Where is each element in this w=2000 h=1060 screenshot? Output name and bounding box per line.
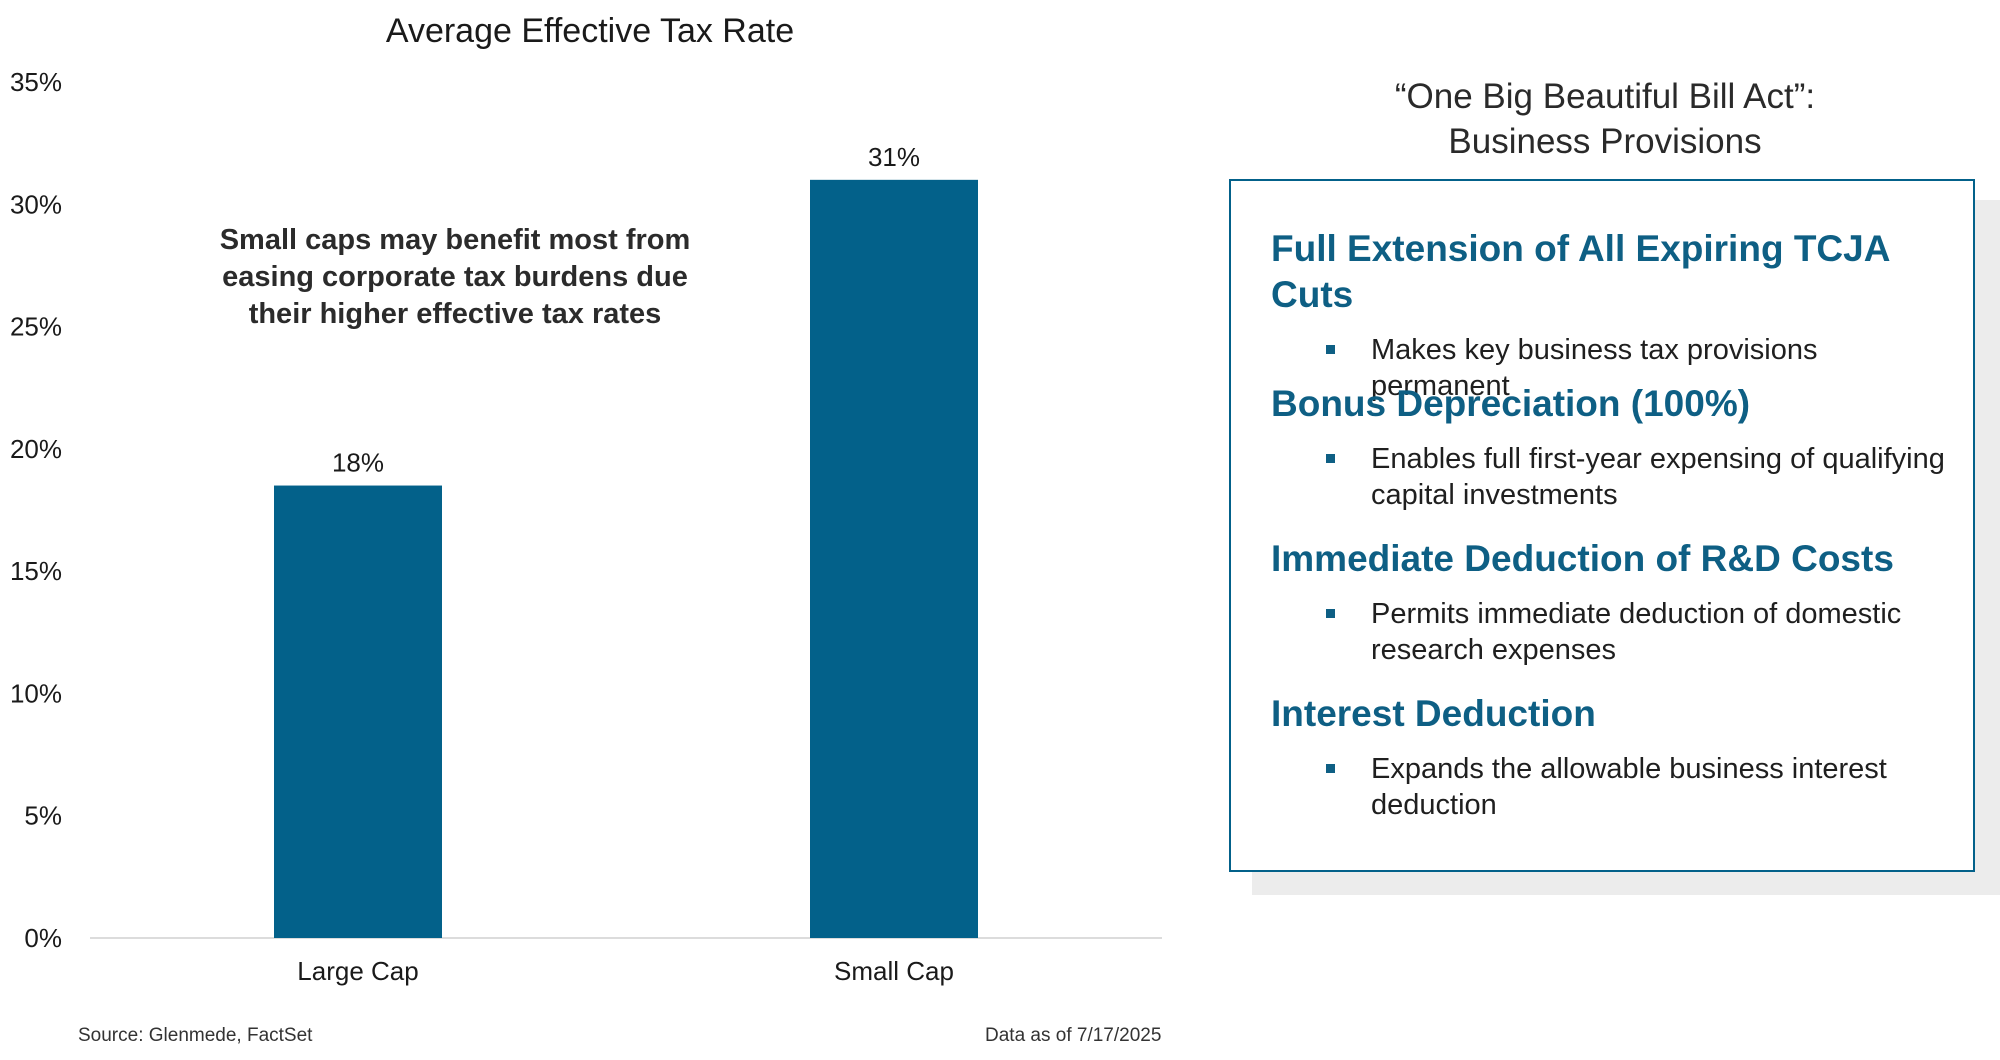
provision-bullet-text: Permits immediate deduction of domestic …	[1371, 598, 1902, 666]
bar-small-cap	[810, 179, 978, 939]
x-tick-label: Large Cap	[297, 956, 418, 986]
panel-title-line: “One Big Beautiful Bill Act”:	[1394, 77, 1816, 116]
data-date-note: Data as of 7/17/2025	[985, 1025, 1162, 1046]
annotation-line: their higher effective tax rates	[248, 298, 662, 330]
x-tick-label: Small Cap	[834, 956, 954, 986]
y-tick-label: 35%	[10, 67, 62, 97]
x-axis: Large Cap Small Cap	[297, 956, 954, 986]
provision-bullet: Enables full first-year expensing of qua…	[1271, 441, 1971, 513]
y-tick-label: 30%	[10, 189, 62, 219]
provision-bullet-text: Expands the allowable business interest …	[1371, 753, 1887, 821]
provisions-panel: Full Extension of All Expiring TCJA Cuts…	[1229, 179, 1975, 872]
provision-item: Full Extension of All Expiring TCJA Cuts…	[1271, 226, 1971, 404]
provision-bullet: Permits immediate deduction of domestic …	[1271, 596, 1971, 668]
y-tick-label: 15%	[10, 556, 62, 586]
provision-heading: Bonus Depreciation (100%)	[1271, 383, 1751, 424]
provision-bullet: Makes key business tax provisions perman…	[1271, 332, 1971, 404]
provision-heading: Immediate Deduction of R&D Costs	[1271, 538, 1894, 579]
square-bullet-icon	[1326, 609, 1335, 618]
chart-annotation: Small caps may benefit most from easing …	[195, 222, 715, 333]
y-tick-label: 10%	[10, 678, 62, 708]
provision-item: Bonus Depreciation (100%) Enables full f…	[1271, 381, 1971, 513]
provision-item: Interest Deduction Expands the allowable…	[1271, 691, 1971, 823]
chart-title: Average Effective Tax Rate	[385, 12, 795, 50]
square-bullet-icon	[1326, 764, 1335, 773]
y-tick-label: 5%	[24, 801, 62, 831]
panel-title: “One Big Beautiful Bill Act”: Business P…	[1225, 74, 1985, 164]
bars: 18% 31%	[274, 142, 978, 939]
data-label: 31%	[868, 142, 920, 172]
annotation-line: easing corporate tax burdens due	[222, 261, 688, 293]
square-bullet-icon	[1326, 454, 1335, 463]
source-note: Source: Glenmede, FactSet	[78, 1025, 313, 1046]
data-label: 18%	[332, 448, 384, 478]
bar-chart: 0% 5% 10% 15% 20% 25% 30% 35% 18% 31% Large Cap S…	[10, 67, 1162, 986]
annotation-line: Small caps may benefit most from	[219, 224, 691, 256]
provision-bullet: Expands the allowable business interest …	[1271, 751, 1971, 823]
bar-large-cap	[274, 485, 442, 938]
provision-heading: Interest Deduction	[1271, 693, 1596, 734]
provision-item: Immediate Deduction of R&D Costs Permits…	[1271, 536, 1971, 668]
panel-title-line: Business Provisions	[1448, 122, 1762, 161]
provision-heading: Full Extension of All Expiring TCJA Cuts	[1271, 228, 1890, 315]
provision-bullet-text: Enables full first-year expensing of qua…	[1371, 443, 1945, 511]
y-tick-label: 20%	[10, 434, 62, 464]
y-axis: 0% 5% 10% 15% 20% 25% 30% 35%	[10, 67, 62, 953]
y-tick-label: 0%	[24, 923, 62, 953]
square-bullet-icon	[1326, 345, 1335, 354]
y-tick-label: 25%	[10, 312, 62, 342]
provision-bullet-text: Makes key business tax provisions perman…	[1371, 334, 1818, 402]
